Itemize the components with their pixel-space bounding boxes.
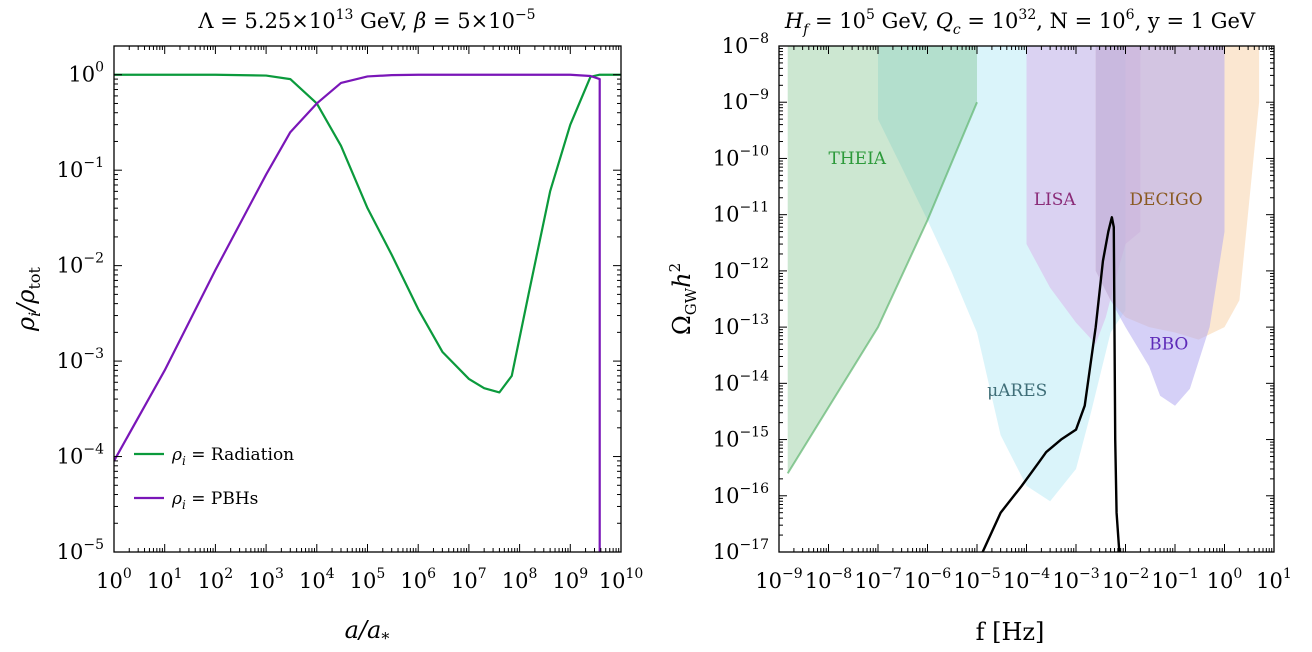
x-tick-label: 109 <box>552 566 588 593</box>
region-label-decigo: DECIGO <box>1129 190 1202 210</box>
region-label-muares: μARES <box>987 381 1047 401</box>
sensitivity-region-theia <box>787 46 977 474</box>
right-x-axis-label: f [Hz] <box>976 618 1045 646</box>
left-x-axis-label: a/a* <box>345 616 390 648</box>
y-tick-label: 10−16 <box>713 481 769 508</box>
left-ticks: 100 101 102 103 104 105 106 107 108 109 101010010−… <box>57 45 644 593</box>
y-tick-label: 10−4 <box>57 442 104 469</box>
x-tick-label: 100 <box>1207 566 1243 593</box>
x-tick-label: 101 <box>1256 566 1292 593</box>
left-axes-frame <box>113 45 622 553</box>
y-tick-label: 10−5 <box>57 537 104 564</box>
x-tick-label: 10−2 <box>1102 566 1149 593</box>
y-tick-label: 10−8 <box>722 31 769 58</box>
region-label-lisa: LISA <box>1034 190 1077 210</box>
x-tick-label: 100 <box>96 566 132 593</box>
left-chart-title: Λ = 5.25×1013 GeV, β = 5×10−5 <box>197 7 535 33</box>
x-tick-label: 108 <box>502 566 538 593</box>
region-label-theia: THEIA <box>829 149 887 169</box>
y-tick-label: 10−2 <box>57 251 104 278</box>
x-tick-label: 10−1 <box>1151 566 1198 593</box>
gw-signal-curve <box>981 216 1121 552</box>
left-legend: ρi = Radiation ρi = PBHs <box>134 445 294 512</box>
region-label-bbo: BBO <box>1149 334 1188 354</box>
series-line-pbhs <box>114 73 601 552</box>
x-tick-label: 10−9 <box>755 566 802 593</box>
x-tick-label: 102 <box>198 566 234 593</box>
x-tick-label: 10−5 <box>953 566 1000 593</box>
x-tick-label: 107 <box>451 566 487 593</box>
legend-label-radiation: ρi = Radiation <box>171 445 294 468</box>
y-tick-label: 10−11 <box>713 200 769 227</box>
legend-label-pbhs: ρi = PBHs <box>171 489 258 512</box>
x-tick-label: 104 <box>299 566 335 593</box>
x-tick-label: 10−3 <box>1052 566 1099 593</box>
x-tick-label: 10−4 <box>1003 566 1050 593</box>
x-tick-label: 106 <box>400 566 436 593</box>
x-tick-label: 1010 <box>599 566 644 593</box>
theia-boundary <box>786 101 978 474</box>
x-tick-label: 10−8 <box>805 566 852 593</box>
right-ticks: 10−9 10−8 10−7 10−6 10−5 10−4 10−3 10−2 10−1 100 1… <box>713 31 1292 593</box>
y-tick-label: 10−17 <box>713 537 769 564</box>
y-tick-label: 10−13 <box>713 312 769 339</box>
y-tick-label: 10−1 <box>57 155 104 182</box>
series-line-radiation <box>114 73 621 394</box>
left-y-axis-label: ρi/ρtot <box>12 266 44 332</box>
y-tick-label: 10−10 <box>713 143 769 170</box>
right-y-axis-label: ΩGWh2 <box>666 263 700 335</box>
y-tick-label: 10−15 <box>713 425 769 452</box>
sensitivity-region-muares <box>878 46 1126 502</box>
left-plot-area <box>114 73 621 552</box>
x-tick-label: 103 <box>248 566 284 593</box>
y-tick-label: 10−14 <box>713 368 769 395</box>
sensitivity-region-bbo <box>1095 46 1225 406</box>
x-tick-label: 10−7 <box>854 566 901 593</box>
y-tick-label: 10−3 <box>57 346 104 373</box>
x-tick-label: 101 <box>147 566 183 593</box>
right-panel: Hf = 105 GeV, Qc = 1032, N = 106, y = 1 … <box>666 7 1292 646</box>
right-chart-title: Hf = 105 GeV, Qc = 1032, N = 106, y = 1 … <box>784 7 1256 38</box>
x-tick-label: 10−6 <box>904 566 951 593</box>
y-tick-label: 100 <box>68 60 104 87</box>
y-tick-label: 10−12 <box>713 256 769 283</box>
left-panel: Λ = 5.25×1013 GeV, β = 5×10−5 100 101 102 1… <box>12 7 643 648</box>
y-tick-label: 10−9 <box>722 87 769 114</box>
right-plot-area: μARES THEIA LISA DECIGO BBO <box>786 46 1260 552</box>
x-tick-label: 105 <box>350 566 386 593</box>
